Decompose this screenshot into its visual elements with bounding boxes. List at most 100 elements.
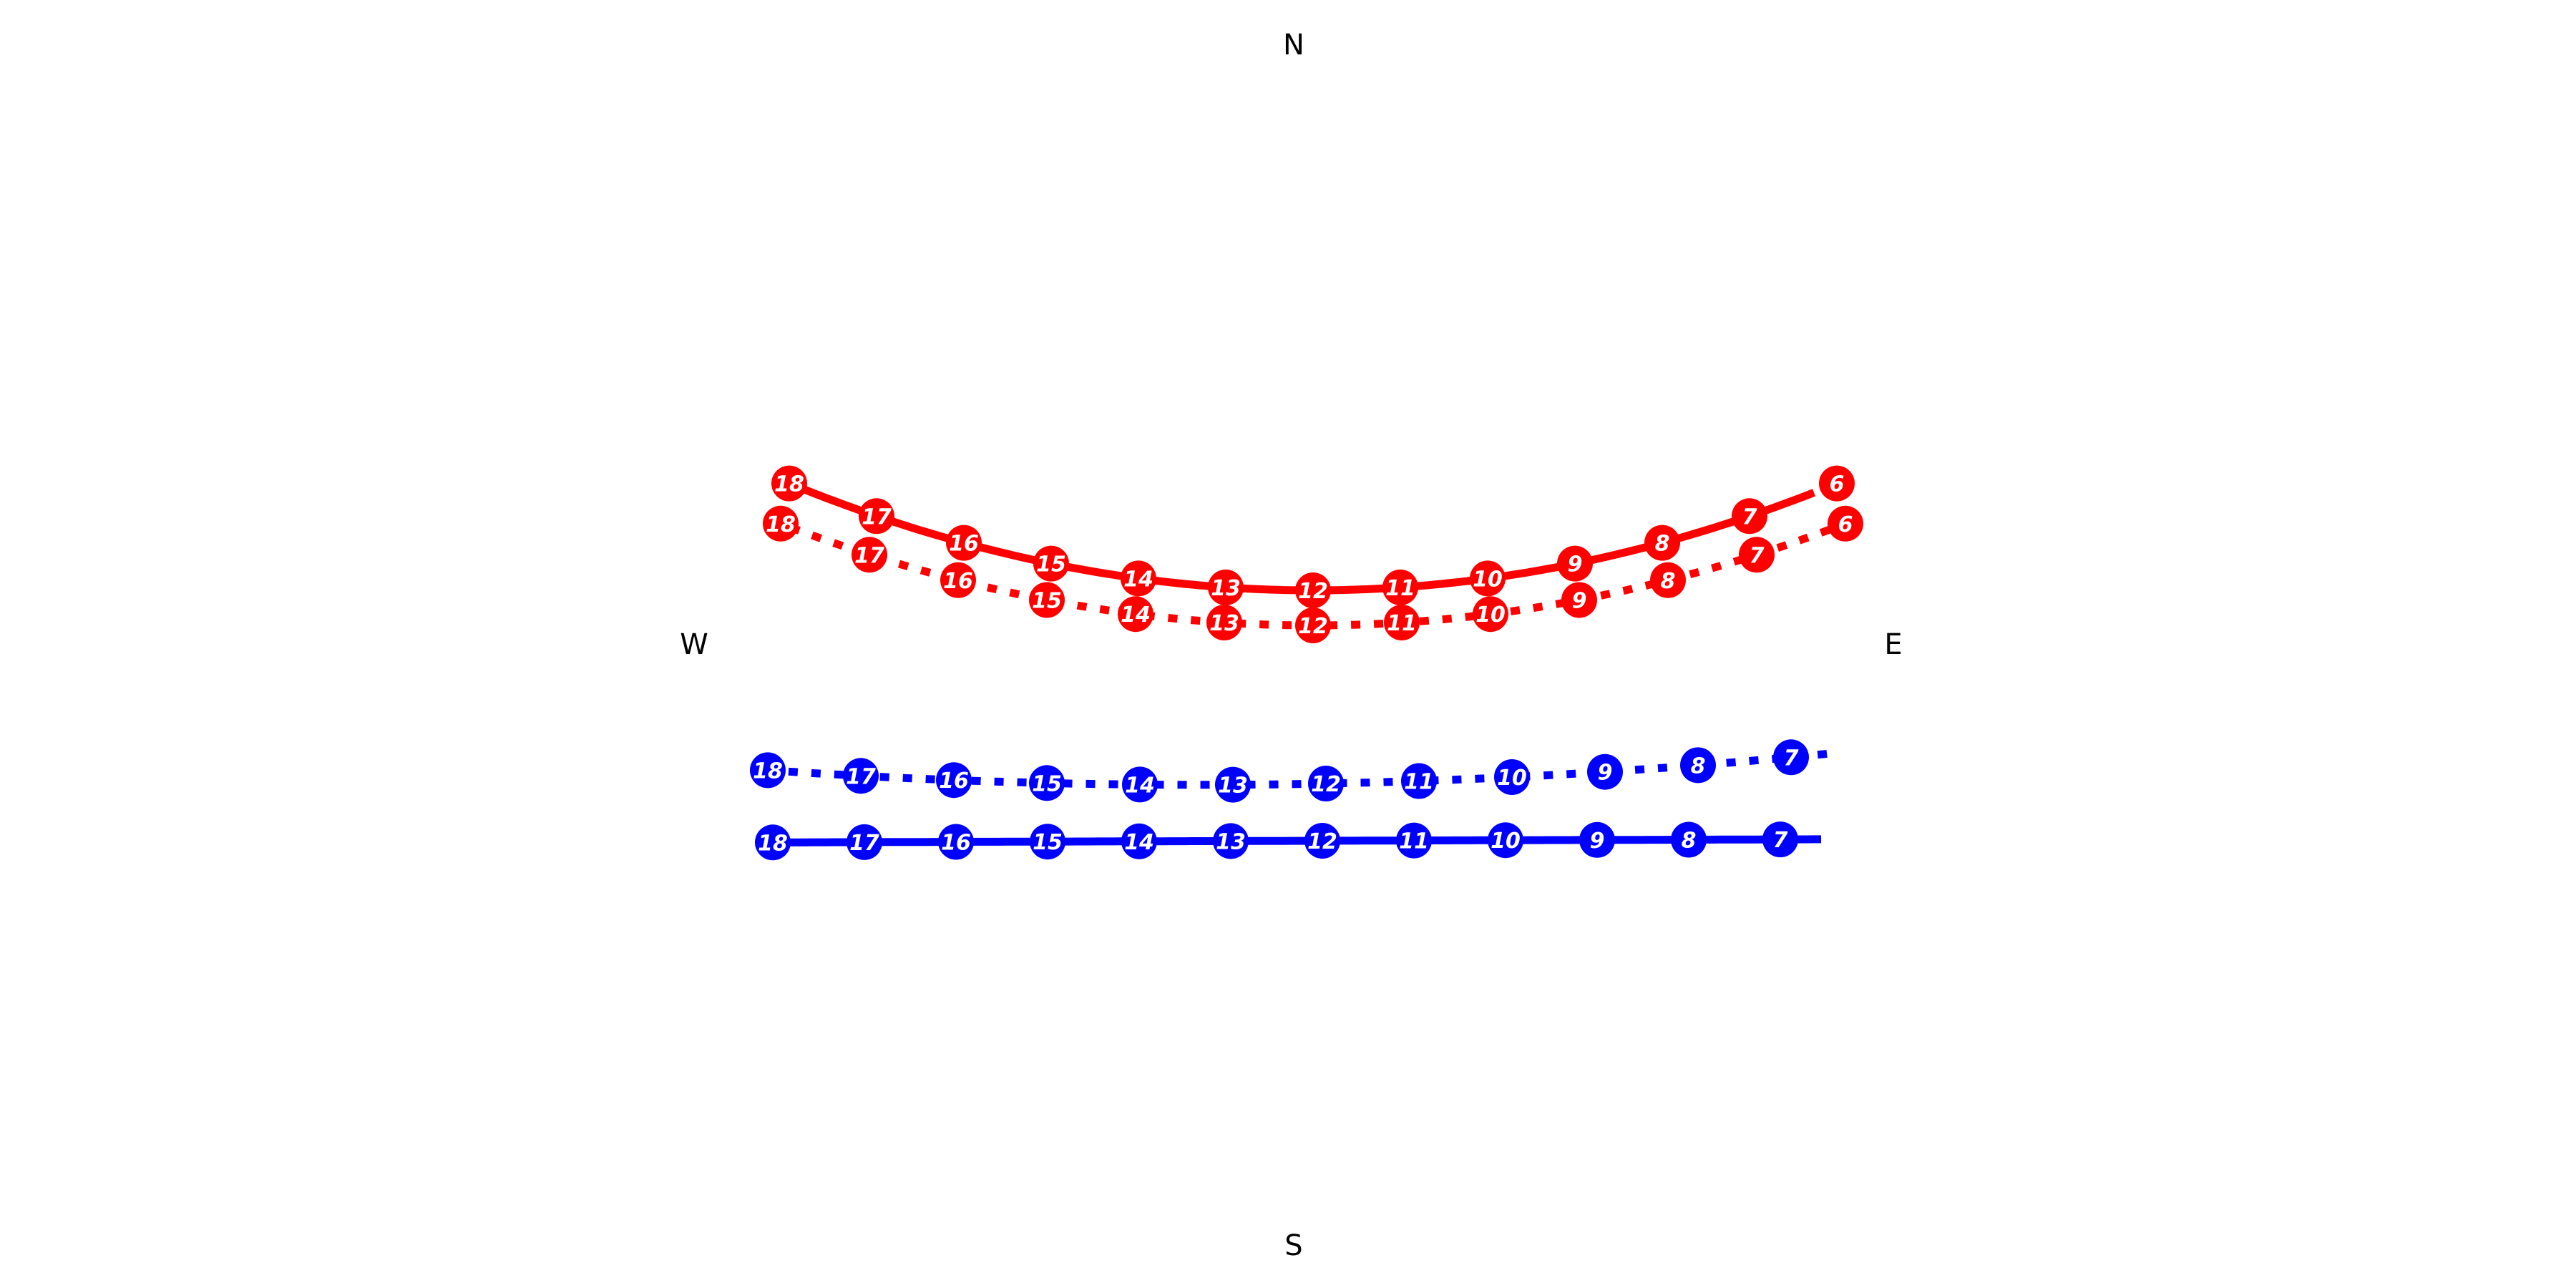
hour-label: 6: [1838, 512, 1853, 537]
hour-dot: [1029, 582, 1065, 618]
hour-marker: 14: [1118, 596, 1153, 633]
hour-marker: 10: [1494, 759, 1530, 795]
hour-dot: [1029, 765, 1065, 801]
hour-dot: [1650, 562, 1686, 598]
hour-dot: [755, 824, 791, 861]
hour-dot: [1762, 821, 1798, 858]
hour-label: 15: [1032, 589, 1062, 614]
hour-marker: 15: [1033, 545, 1069, 582]
hour-label: 7: [1750, 543, 1765, 568]
hour-label: 13: [1209, 611, 1239, 636]
hour-label: 18: [758, 831, 788, 856]
hour-dot: [940, 562, 976, 598]
hour-dot: [1384, 605, 1420, 640]
hour-dot: [1118, 596, 1153, 633]
hour-marker: 7: [1739, 537, 1775, 573]
hour-label: 14: [1125, 773, 1155, 798]
hour-label: 8: [1661, 569, 1676, 594]
hour-label: 11: [1385, 576, 1415, 601]
hour-label: 9: [1568, 552, 1583, 577]
hour-dot: [1122, 766, 1158, 803]
hour-marker: 7: [1732, 498, 1767, 535]
hour-marker: 9: [1561, 582, 1597, 618]
hour-marker: 16: [940, 562, 976, 598]
hour-label: 12: [1298, 614, 1328, 639]
hour-dot: [1033, 545, 1069, 582]
hour-label: 7: [1784, 746, 1799, 771]
hour-label: 6: [1830, 472, 1845, 497]
hour-label: 11: [1404, 770, 1434, 795]
hour-label: 12: [1298, 579, 1328, 604]
hour-marker: 16: [936, 762, 972, 799]
compass-south: S: [1284, 1229, 1302, 1262]
hour-marker: 14: [1122, 766, 1158, 803]
hour-dot: [1587, 753, 1623, 790]
hour-label: 8: [1682, 829, 1697, 854]
hour-label: 12: [1311, 772, 1341, 797]
hour-marker: 11: [1382, 569, 1418, 605]
hour-dot: [1295, 608, 1331, 643]
hour-marker: 17: [852, 537, 887, 573]
compass-east: E: [1884, 628, 1902, 661]
hour-label: 17: [849, 831, 879, 856]
hour-marker: 8: [1650, 562, 1686, 598]
hour-dot: [1121, 560, 1156, 597]
hour-marker: 16: [946, 525, 982, 561]
hour-marker: 12: [1295, 608, 1331, 643]
hour-label: 12: [1307, 829, 1337, 854]
hour-dot: [1494, 759, 1530, 795]
hour-dot: [1819, 465, 1855, 502]
hour-marker: 18: [771, 465, 807, 502]
hour-dot: [1401, 763, 1437, 799]
hour-label: 10: [1497, 766, 1527, 791]
hour-marker: 13: [1208, 569, 1244, 605]
hour-label: 9: [1598, 761, 1613, 786]
hour-dot: [750, 752, 786, 789]
hour-marker: 17: [859, 498, 894, 535]
hour-marker: 13: [1213, 823, 1249, 859]
hour-marker: 6: [1819, 465, 1855, 502]
hour-label: 18: [774, 472, 804, 497]
hour-dot: [859, 498, 894, 535]
hour-dot: [1213, 823, 1249, 859]
sun-path-line: [765, 748, 1840, 789]
hour-label: 13: [1211, 576, 1241, 601]
hour-label: 17: [854, 543, 884, 568]
hour-marker: 8: [1680, 747, 1716, 784]
hour-marker: 17: [847, 824, 882, 860]
hour-label: 10: [1491, 829, 1521, 854]
hour-label: 10: [1473, 567, 1503, 592]
hour-label: 15: [1033, 830, 1063, 855]
hour-label: 16: [941, 831, 971, 856]
hour-dot: [1121, 823, 1157, 859]
hour-label: 7: [1742, 504, 1757, 530]
hour-marker: 11: [1396, 822, 1432, 859]
hour-label: 15: [1032, 771, 1062, 796]
hour-dot: [1488, 822, 1523, 859]
hour-marker: 15: [1029, 765, 1065, 801]
hour-label: 18: [753, 758, 783, 784]
hour-label: 7: [1773, 828, 1788, 853]
hour-marker: 15: [1029, 582, 1065, 618]
hour-marker: 8: [1671, 821, 1707, 858]
hour-label: 8: [1691, 753, 1706, 779]
hour-label: 17: [862, 504, 892, 530]
hour-dot: [946, 525, 982, 561]
hour-dot: [1561, 582, 1597, 618]
hour-dot: [1295, 572, 1331, 608]
hour-marker: 18: [763, 505, 799, 542]
hour-dot: [771, 465, 807, 502]
hour-dot: [1671, 821, 1707, 858]
sun-path-curves: 6 7 8 9 10 11 12 13 14 15 16 17 18 6 7 8 9 10 11 12 13 14 15 16…: [750, 465, 1863, 861]
hour-marker: 7: [1773, 739, 1809, 776]
hour-label: 15: [1036, 552, 1066, 577]
hour-marker: 16: [938, 824, 974, 860]
hour-dot: [1680, 747, 1716, 784]
hour-dot: [1396, 822, 1432, 859]
hour-marker: 6: [1828, 505, 1863, 542]
hour-dot: [936, 762, 972, 799]
hour-marker: 14: [1121, 560, 1156, 597]
compass-west: W: [680, 628, 708, 661]
hour-label: 11: [1399, 829, 1429, 854]
